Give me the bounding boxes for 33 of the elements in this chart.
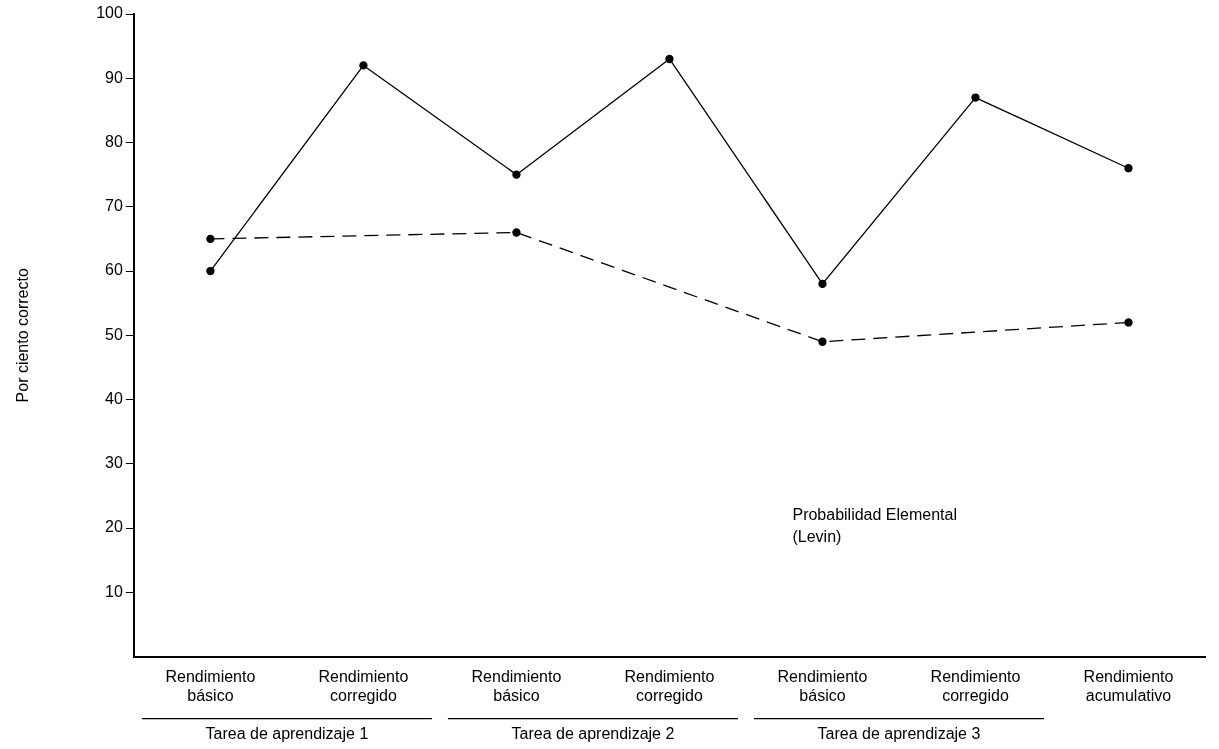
- text: Tarea de aprendizaje 1: [205, 724, 369, 742]
- point: [359, 61, 368, 70]
- y-tick-label: 20: [105, 518, 123, 536]
- annotation: Probabilidad Elemental (Levin): [792, 506, 958, 546]
- x-tick-label: Rendimiento corregido: [318, 667, 409, 704]
- x-tick-label: Rendimiento corregido: [624, 667, 715, 704]
- x-tick-label: Rendimiento acumulativo: [1083, 667, 1174, 704]
- y-axis-title: Por ciento correcto: [14, 268, 32, 403]
- text: Tarea de aprendizaje 2: [511, 724, 675, 742]
- point: [512, 228, 521, 237]
- y-tick-label: 80: [105, 132, 123, 150]
- x-tick-label: Rendimiento básico: [165, 667, 256, 704]
- x-tick-label: Rendimiento corregido: [930, 667, 1021, 704]
- y-tick-label: 50: [105, 325, 123, 343]
- point: [1124, 318, 1133, 327]
- text: Tarea de aprendizaje 3: [817, 724, 981, 742]
- y-tick-label: 100: [96, 4, 123, 22]
- point: [818, 279, 827, 289]
- point: [818, 337, 827, 346]
- point: [512, 170, 521, 179]
- x-tick-label: Rendimiento básico: [777, 667, 868, 704]
- y-tick-label: 90: [105, 68, 123, 86]
- y-tick-label: 70: [105, 197, 123, 215]
- point: [1124, 164, 1133, 173]
- point: [971, 93, 980, 102]
- y-tick-label: 60: [105, 261, 123, 279]
- point: [665, 54, 674, 64]
- y-tick-label: 30: [105, 454, 123, 472]
- y-tick-label: 10: [105, 582, 123, 600]
- point: [206, 234, 215, 244]
- y-tick-label: 40: [105, 389, 123, 407]
- point: [206, 266, 215, 276]
- x-tick-label: Rendimiento básico: [471, 667, 562, 704]
